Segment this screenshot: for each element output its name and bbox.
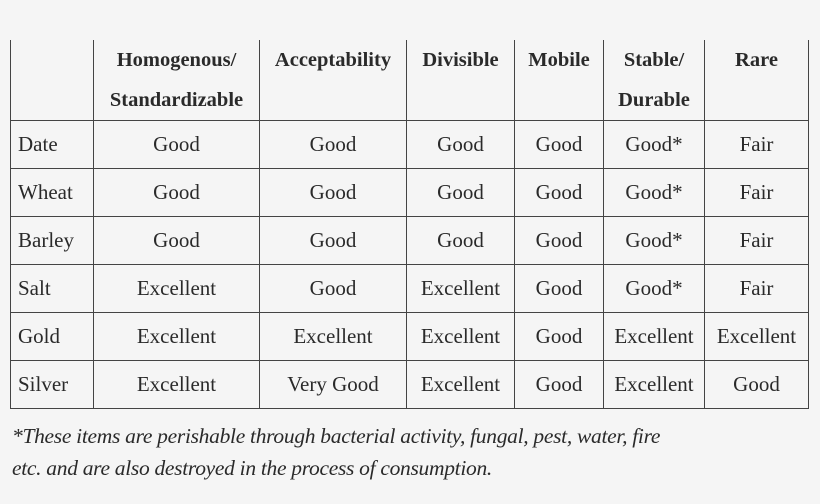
header-line: Durable — [618, 89, 690, 111]
table-cell: Good — [514, 360, 604, 409]
table-cell: Fair — [704, 264, 809, 313]
table-cell: Good — [514, 264, 604, 313]
table-cell: Excellent — [603, 312, 705, 361]
table-row: Date Good Good Good Good Good* Fair — [10, 120, 809, 169]
commodity-money-properties-table: Homogenous/Standardizable Acceptability … — [10, 40, 809, 409]
table-cell: Good — [514, 216, 604, 265]
table-cell: Excellent — [93, 264, 260, 313]
table-cell: Excellent — [406, 312, 515, 361]
table-cell: Excellent — [406, 264, 515, 313]
table-cell: Good — [406, 216, 515, 265]
table-cell: Fair — [704, 168, 809, 217]
row-label: Salt — [10, 264, 94, 313]
table-cell: Excellent — [259, 312, 407, 361]
table-cell: Excellent — [93, 312, 260, 361]
table-cell: Good — [259, 120, 407, 169]
header-line: Stable/ — [623, 49, 685, 71]
table-cell: Good — [514, 120, 604, 169]
row-label: Barley — [10, 216, 94, 265]
row-label: Date — [10, 120, 94, 169]
table-cell: Good* — [603, 216, 705, 265]
header-line: Acceptability — [274, 49, 392, 71]
footnote-line-1: *These items are perishable through bact… — [12, 424, 661, 448]
table-cell: Good — [406, 120, 515, 169]
header-line: Mobile — [528, 49, 590, 71]
table-cell: Fair — [704, 120, 809, 169]
row-label: Gold — [10, 312, 94, 361]
header-homogenous: Homogenous/Standardizable — [93, 40, 260, 121]
header-stable: Stable/Durable — [603, 40, 705, 121]
header-rare: Rare — [704, 40, 809, 121]
table-cell: Good* — [603, 264, 705, 313]
table-cell: Good — [704, 360, 809, 409]
table-cell: Very Good — [259, 360, 407, 409]
footnote: *These items are perishable through bact… — [12, 420, 818, 484]
table-cell: Good — [93, 120, 260, 169]
header-line: Rare — [735, 49, 778, 71]
table-cell: Good — [259, 264, 407, 313]
table-cell: Excellent — [93, 360, 260, 409]
header-line: Homogenous/ — [116, 49, 237, 71]
table-cell: Good — [259, 168, 407, 217]
row-label: Wheat — [10, 168, 94, 217]
table-cell: Excellent — [603, 360, 705, 409]
table-cell: Good* — [603, 120, 705, 169]
table-row: Barley Good Good Good Good Good* Fair — [10, 216, 809, 265]
table-row: Silver Excellent Very Good Excellent Goo… — [10, 360, 809, 409]
table-row: Wheat Good Good Good Good Good* Fair — [10, 168, 809, 217]
header-line: Divisible — [422, 49, 499, 71]
header-divisible: Divisible — [406, 40, 515, 121]
table-row: Gold Excellent Excellent Excellent Good … — [10, 312, 809, 361]
table-cell: Good — [259, 216, 407, 265]
row-label: Silver — [10, 360, 94, 409]
table-cell: Good — [514, 312, 604, 361]
footnote-line-2: etc. and are also destroyed in the proce… — [12, 456, 493, 480]
header-mobile: Mobile — [514, 40, 604, 121]
table-cell: Excellent — [406, 360, 515, 409]
table-row: Salt Excellent Good Excellent Good Good*… — [10, 264, 809, 313]
table-cell: Fair — [704, 216, 809, 265]
table-cell: Good — [93, 216, 260, 265]
table-cell: Excellent — [704, 312, 809, 361]
header-row: Homogenous/Standardizable Acceptability … — [10, 40, 809, 121]
table-cell: Good — [406, 168, 515, 217]
header-corner — [10, 40, 94, 121]
table-cell: Good — [93, 168, 260, 217]
header-line: Standardizable — [109, 89, 244, 111]
table-cell: Good* — [603, 168, 705, 217]
header-acceptability: Acceptability — [259, 40, 407, 121]
table-cell: Good — [514, 168, 604, 217]
